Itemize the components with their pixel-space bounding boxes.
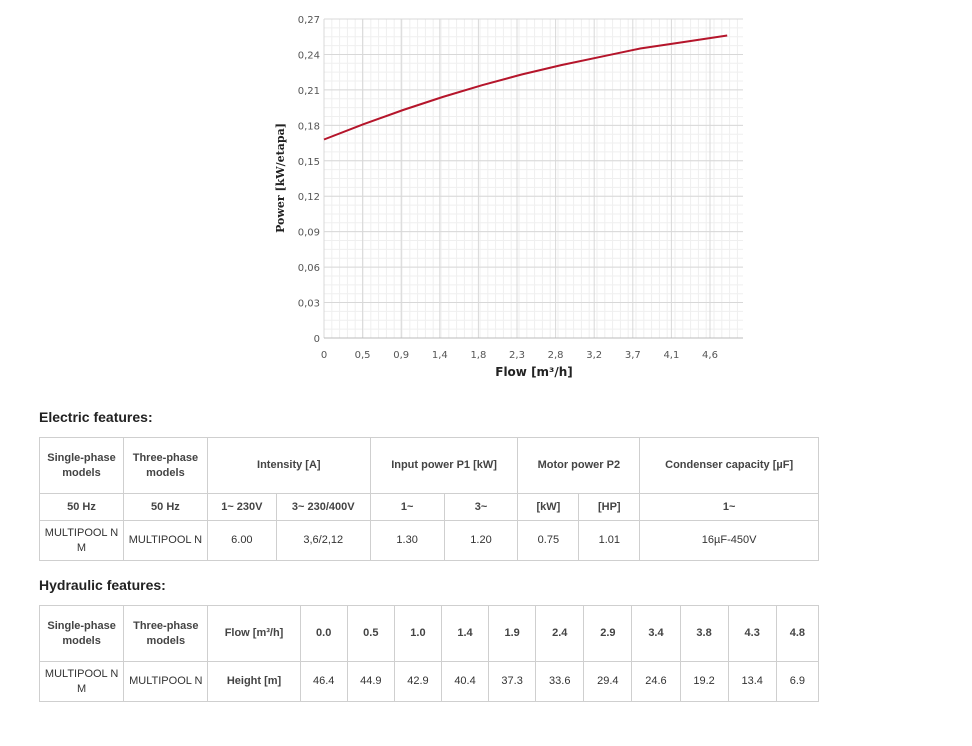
- p2-kw-value: 0.75: [517, 520, 580, 561]
- model-single: MULTIPOOL N M: [39, 520, 124, 561]
- height-cell: 6.9: [775, 661, 820, 702]
- x-tick-label: 2,3: [509, 350, 525, 361]
- p1-three-value: 1.20: [443, 520, 519, 561]
- x-tick-label: 1,8: [470, 350, 486, 361]
- flow-cell: 2.4: [535, 605, 585, 662]
- height-cell: 46.4: [299, 661, 348, 702]
- flow-cell: 1.9: [488, 605, 537, 662]
- flow-cell: 4.3: [727, 605, 777, 662]
- x-tick-label: 4,6: [702, 350, 718, 361]
- flow-cell: 3.8: [679, 605, 729, 662]
- flow-cell: 0.0: [299, 605, 348, 662]
- intensity-single-sub: 1~ 230V: [206, 493, 277, 521]
- hyd-model-single: MULTIPOOL N M: [38, 661, 125, 702]
- y-axis-ticks: 0 0,03 0,06 0,09 0,12 0,15 0,18 0,21 0,24 0,27: [298, 15, 320, 345]
- input-power-header: Input power P1 [kW]: [369, 437, 519, 494]
- x-tick-label: 3,2: [586, 350, 602, 361]
- three-phase-header: Three-phase models: [122, 437, 208, 494]
- height-cell: 29.4: [583, 661, 633, 702]
- y-axis-label: Power [kW/etapa]: [274, 123, 287, 233]
- p2-hp-sub: [HP]: [578, 493, 641, 521]
- height-cell: 44.9: [346, 661, 395, 702]
- condenser-single-sub: 1~: [639, 493, 819, 521]
- intensity-header: Intensity [A]: [206, 437, 371, 494]
- hz-three: 50 Hz: [122, 493, 208, 521]
- single-phase-header: Single-phase models: [39, 437, 124, 494]
- flow-cell: 1.4: [440, 605, 490, 662]
- electric-features-title: Electric features:: [39, 409, 153, 425]
- p1-three-sub: 3~: [443, 493, 519, 521]
- flow-label: Flow [m³/h]: [207, 605, 301, 662]
- p1-single-sub: 1~: [369, 493, 445, 521]
- power-series-line: [323, 34, 728, 141]
- p1-single-value: 1.30: [369, 520, 445, 561]
- y-tick-label: 0,09: [298, 228, 320, 239]
- x-tick-label: 4,1: [663, 350, 679, 361]
- height-label: Height [m]: [207, 661, 301, 702]
- y-tick-label: 0,06: [298, 263, 320, 274]
- x-tick-label: 0,9: [393, 350, 409, 361]
- condenser-value: 16µF-450V: [639, 520, 819, 561]
- height-cell: 37.3: [488, 661, 537, 702]
- height-cell: 42.9: [393, 661, 442, 702]
- x-axis-ticks: 0 0,5 0,9 1,4 1,8 2,3 2,8 3,2 3,7 4,1 4,6: [321, 350, 718, 361]
- height-cell: 19.2: [679, 661, 729, 702]
- x-tick-label: 0,5: [355, 350, 371, 361]
- x-tick-label: 0: [321, 350, 327, 361]
- y-tick-label: 0,15: [298, 157, 320, 168]
- hydraulic-features-table: Single-phase models Three-phase models F…: [38, 605, 820, 702]
- motor-power-header: Motor power P2: [517, 437, 641, 494]
- intensity-three-sub: 3~ 230/400V: [275, 493, 371, 521]
- hydraulic-features-title: Hydraulic features:: [39, 577, 166, 593]
- x-tick-label: 1,4: [432, 350, 448, 361]
- p2-hp-value: 1.01: [578, 520, 641, 561]
- y-tick-label: 0: [314, 334, 320, 345]
- electric-features-table: Single-phase models Three-phase models I…: [39, 437, 819, 561]
- x-tick-label: 2,8: [548, 350, 564, 361]
- condenser-header: Condenser capacity [µF]: [639, 437, 819, 494]
- intensity-single-value: 6.00: [206, 520, 277, 561]
- height-cell: 40.4: [440, 661, 490, 702]
- y-tick-label: 0,18: [298, 121, 320, 132]
- y-tick-label: 0,12: [298, 192, 320, 203]
- flow-cell: 3.4: [631, 605, 681, 662]
- hz-single: 50 Hz: [39, 493, 124, 521]
- height-cell: 24.6: [631, 661, 681, 702]
- y-tick-label: 0,24: [298, 50, 320, 61]
- model-three: MULTIPOOL N: [122, 520, 208, 561]
- hyd-three-phase-header: Three-phase models: [123, 605, 209, 662]
- height-cell: 33.6: [535, 661, 585, 702]
- x-tick-label: 3,7: [625, 350, 641, 361]
- height-cell: 13.4: [727, 661, 777, 702]
- x-axis-label: Flow [m³/h]: [495, 365, 572, 379]
- flow-cell: 4.8: [775, 605, 820, 662]
- flow-cell: 2.9: [583, 605, 633, 662]
- hyd-single-phase-header: Single-phase models: [38, 605, 125, 662]
- y-tick-label: 0,03: [298, 299, 320, 310]
- chart-grid-major: [323, 18, 743, 339]
- flow-cell: 1.0: [393, 605, 442, 662]
- y-tick-label: 0,21: [298, 86, 320, 97]
- flow-cell: 0.5: [346, 605, 395, 662]
- chart-grid-minor: [323, 18, 743, 339]
- intensity-three-value: 3,6/2,12: [275, 520, 371, 561]
- hyd-model-three: MULTIPOOL N: [123, 661, 209, 702]
- p2-kw-sub: [kW]: [517, 493, 580, 521]
- y-tick-label: 0,27: [298, 15, 320, 26]
